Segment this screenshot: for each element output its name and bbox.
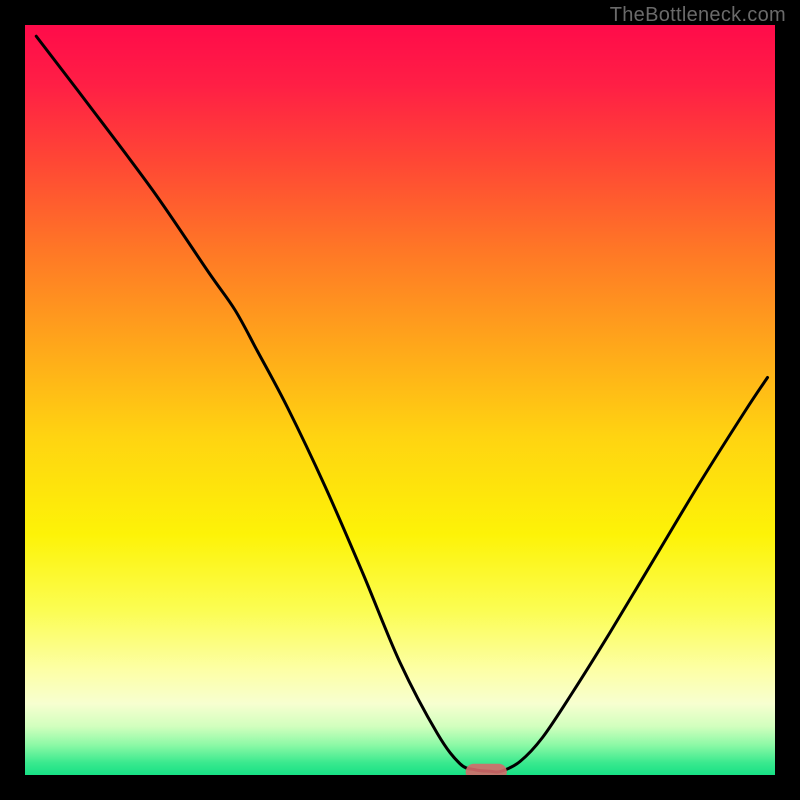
bottleneck-chart bbox=[25, 25, 775, 775]
watermark-text: TheBottleneck.com bbox=[610, 4, 786, 27]
chart-svg bbox=[25, 25, 775, 775]
optimal-marker bbox=[466, 764, 507, 775]
